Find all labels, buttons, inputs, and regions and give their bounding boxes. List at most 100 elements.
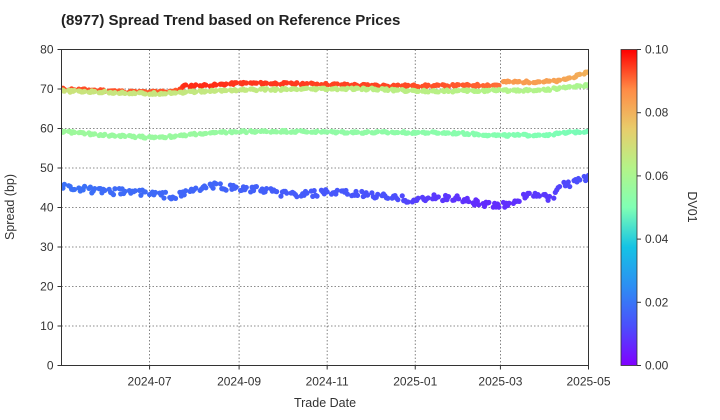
data-point bbox=[217, 181, 223, 187]
data-point bbox=[152, 134, 158, 140]
data-point bbox=[274, 81, 280, 87]
data-point bbox=[263, 128, 270, 135]
data-point bbox=[395, 87, 401, 93]
data-point bbox=[294, 128, 300, 134]
data-point bbox=[577, 177, 583, 183]
data-point bbox=[223, 187, 229, 193]
data-point bbox=[122, 90, 128, 97]
data-point bbox=[132, 188, 138, 194]
data-point bbox=[278, 193, 284, 199]
data-point bbox=[415, 88, 421, 94]
data-point bbox=[243, 80, 249, 86]
data-point bbox=[536, 193, 543, 199]
data-point bbox=[334, 87, 340, 93]
data-point bbox=[405, 88, 411, 94]
data-point bbox=[253, 87, 260, 94]
data-point bbox=[466, 87, 472, 93]
grid-lines bbox=[61, 49, 589, 366]
data-point bbox=[183, 89, 189, 95]
data-point bbox=[354, 192, 361, 198]
data-point bbox=[92, 88, 98, 95]
data-point bbox=[183, 188, 189, 194]
data-point bbox=[486, 199, 492, 206]
data-point bbox=[172, 90, 179, 96]
data-point bbox=[314, 128, 320, 134]
data-point bbox=[354, 129, 361, 135]
data-point bbox=[506, 88, 512, 94]
x-axis-ticks: 2024-07 2024-09 2024-11 2025-01 2025-03 2025-… bbox=[128, 365, 611, 389]
data-point bbox=[344, 191, 350, 197]
data-point bbox=[415, 195, 421, 201]
y-axis-ticks: 0 10 20 30 40 50 60 70 80 bbox=[40, 43, 62, 373]
data-point bbox=[445, 130, 452, 136]
data-point bbox=[567, 183, 573, 190]
data-point bbox=[142, 91, 148, 97]
data-point bbox=[557, 183, 563, 190]
data-point bbox=[516, 132, 522, 138]
data-point bbox=[311, 188, 317, 194]
y-tick-label: 80 bbox=[40, 43, 54, 57]
data-point bbox=[486, 83, 492, 89]
data-point bbox=[364, 129, 371, 135]
data-point bbox=[486, 87, 492, 93]
data-point bbox=[476, 202, 482, 208]
data-point bbox=[435, 82, 441, 88]
data-point bbox=[496, 132, 502, 138]
colorbar-tick-label: 0.06 bbox=[645, 169, 669, 183]
y-tick-label: 50 bbox=[40, 161, 54, 175]
data-point bbox=[183, 82, 189, 88]
data-point bbox=[152, 91, 158, 97]
data-point bbox=[213, 129, 219, 136]
data-point bbox=[284, 86, 290, 93]
data-point bbox=[112, 186, 118, 192]
x-tick-label: 2025-01 bbox=[393, 375, 437, 389]
data-point bbox=[435, 194, 441, 200]
data-point bbox=[71, 186, 78, 193]
data-point bbox=[193, 82, 199, 88]
data-point bbox=[294, 86, 300, 93]
data-point bbox=[233, 80, 239, 86]
data-point bbox=[162, 189, 169, 195]
data-point bbox=[466, 82, 472, 88]
data-point bbox=[567, 129, 573, 135]
data-point bbox=[233, 129, 239, 135]
data-point bbox=[496, 82, 502, 89]
data-point bbox=[567, 75, 573, 81]
data-point bbox=[324, 82, 330, 88]
data-point bbox=[584, 176, 589, 182]
colorbar-tick-label: 0.02 bbox=[645, 295, 669, 309]
data-point bbox=[577, 83, 583, 89]
data-point bbox=[161, 195, 167, 201]
data-point bbox=[324, 86, 330, 92]
colorbar-label: DV01 bbox=[685, 191, 699, 222]
data-point bbox=[557, 130, 563, 136]
data-point bbox=[181, 192, 187, 198]
data-point bbox=[455, 196, 462, 202]
data-point bbox=[233, 88, 239, 94]
colorbar-ticks: 0.00 0.02 0.04 0.06 0.08 0.10 bbox=[637, 43, 669, 373]
y-tick-label: 60 bbox=[40, 122, 54, 136]
data-point bbox=[284, 190, 290, 196]
data-point bbox=[375, 191, 381, 197]
data-point bbox=[203, 130, 209, 137]
data-point bbox=[551, 195, 557, 201]
data-point bbox=[385, 87, 391, 93]
data-point bbox=[344, 81, 350, 88]
data-point bbox=[92, 131, 98, 137]
data-point bbox=[263, 85, 270, 92]
data-point bbox=[92, 186, 98, 192]
data-point bbox=[203, 185, 209, 191]
data-point bbox=[71, 129, 78, 135]
chart-title: (8977) Spread Trend based on Reference P… bbox=[61, 12, 400, 29]
data-point bbox=[399, 193, 405, 199]
data-point bbox=[471, 202, 478, 208]
data-point bbox=[546, 131, 553, 138]
data-point bbox=[193, 185, 199, 191]
data-point bbox=[203, 82, 209, 88]
data-point bbox=[138, 192, 144, 198]
data-points bbox=[61, 69, 589, 210]
data-point bbox=[536, 79, 543, 85]
data-point bbox=[213, 82, 219, 88]
data-point bbox=[324, 129, 330, 135]
data-point bbox=[213, 88, 219, 94]
